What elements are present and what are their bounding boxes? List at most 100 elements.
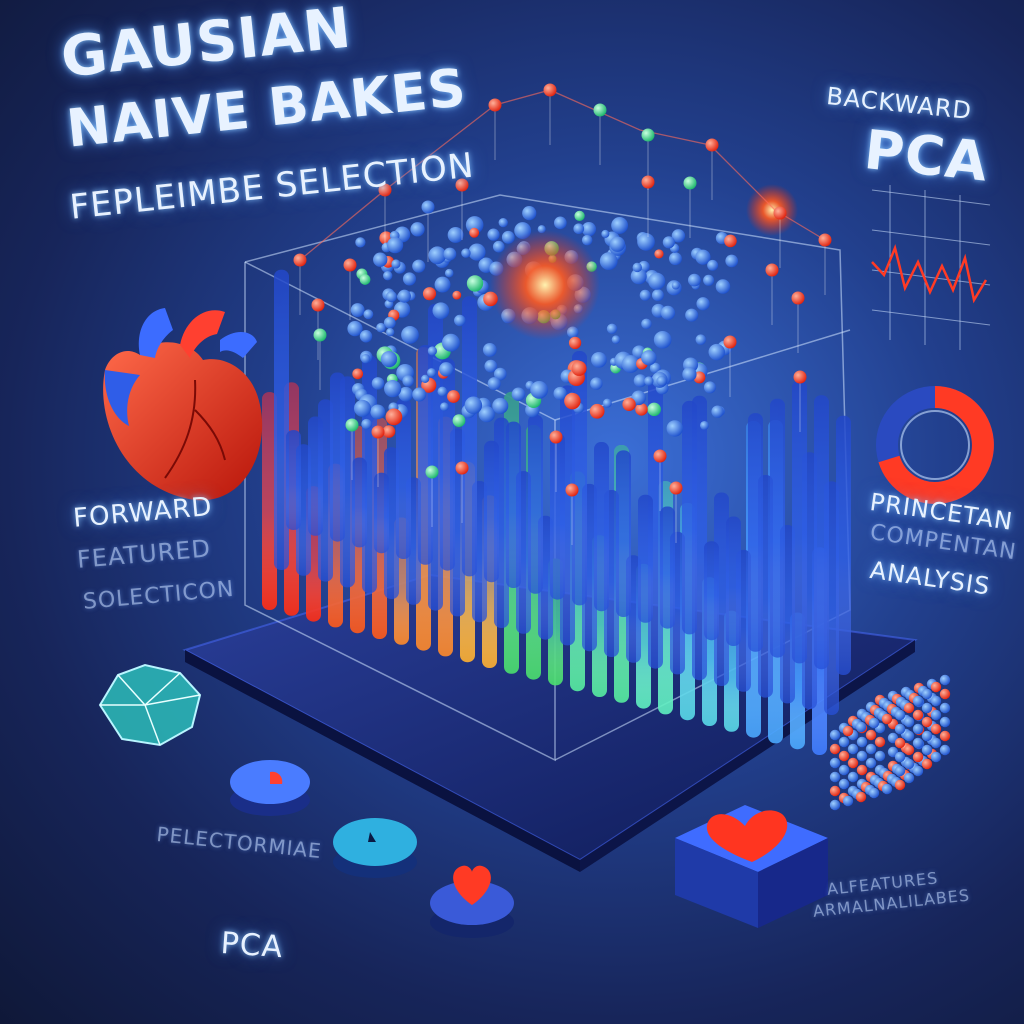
- cube-particle: [912, 723, 924, 735]
- cube-particle: [930, 751, 942, 763]
- particle: [355, 237, 366, 248]
- waveform-bar-shade: [836, 415, 851, 675]
- waveform-bar-shade: [330, 372, 345, 542]
- waveform-bar-shade: [814, 395, 829, 670]
- waveform-bar-shade: [396, 398, 411, 559]
- particle: [469, 227, 480, 238]
- cube-particle: [829, 743, 841, 755]
- cube-particle: [838, 764, 850, 776]
- particle: [571, 360, 587, 376]
- cube-particle: [903, 702, 915, 714]
- particle: [707, 259, 719, 271]
- particle: [651, 289, 664, 302]
- particle: [487, 228, 500, 241]
- particle: [412, 387, 427, 402]
- cube-particle: [912, 709, 924, 721]
- particle: [660, 305, 676, 320]
- particle: [371, 377, 385, 390]
- waveform-bar-shade: [748, 413, 763, 652]
- particle: [641, 318, 652, 330]
- particle: [482, 343, 497, 357]
- particle: [656, 375, 667, 387]
- bottom-left-title: PCA: [219, 926, 285, 966]
- particle: [478, 406, 495, 423]
- particle: [501, 230, 515, 244]
- particle: [703, 274, 715, 286]
- particle: [452, 290, 462, 300]
- marker-dot: [593, 103, 607, 117]
- particle: [359, 330, 373, 343]
- particle: [466, 275, 484, 292]
- marker-dot: [421, 200, 435, 214]
- particle: [522, 206, 537, 221]
- marker-dot: [455, 461, 469, 475]
- particle: [444, 268, 454, 278]
- particle: [632, 262, 643, 273]
- particle: [590, 377, 603, 390]
- particle: [621, 355, 640, 373]
- cube-particle: [912, 737, 924, 749]
- cube-particle: [921, 688, 933, 700]
- cube-particle: [930, 723, 942, 735]
- particle: [589, 403, 605, 419]
- particle: [432, 302, 450, 320]
- cube-particle: [829, 757, 841, 769]
- cube-particle: [903, 758, 915, 770]
- particle: [401, 326, 419, 344]
- particle: [370, 404, 386, 420]
- particle: [434, 276, 451, 293]
- marker-dot: [343, 258, 357, 272]
- particle: [653, 330, 672, 349]
- particle: [601, 229, 610, 238]
- particle: [412, 259, 426, 273]
- particle: [622, 397, 636, 411]
- particle: [668, 252, 682, 266]
- particle: [599, 252, 618, 270]
- waveform-bars: [262, 269, 851, 755]
- particle: [564, 392, 581, 410]
- cube-particle: [921, 744, 933, 756]
- cube-particle: [930, 709, 942, 721]
- particle: [441, 333, 460, 352]
- particle: [715, 279, 731, 294]
- particle: [427, 346, 437, 356]
- cube-particle: [881, 713, 893, 725]
- particle: [611, 335, 621, 344]
- marker-dot: [543, 83, 557, 97]
- cube-particle: [865, 729, 877, 741]
- particle: [630, 268, 647, 285]
- right-title-big: PCA: [861, 118, 992, 194]
- particle: [386, 328, 395, 337]
- particle: [361, 418, 372, 430]
- particle: [422, 287, 437, 301]
- particle: [352, 368, 364, 380]
- particle: [350, 303, 365, 317]
- particle: [573, 223, 585, 235]
- cube-particle: [874, 750, 886, 762]
- marker-dot: [669, 481, 683, 495]
- particle: [682, 367, 697, 382]
- particle: [428, 246, 447, 265]
- particle: [383, 316, 396, 329]
- particle: [498, 218, 508, 228]
- cube-particle: [829, 799, 841, 811]
- cube-particle: [865, 757, 877, 769]
- cube-particle: [856, 764, 868, 776]
- waveform-bar-shade: [704, 541, 719, 641]
- marker-dot: [793, 370, 807, 384]
- cube-particle: [847, 771, 859, 783]
- marker-dot: [641, 128, 655, 142]
- particle: [602, 398, 612, 408]
- waveform-bar-shade: [274, 269, 289, 570]
- marker-dot: [565, 483, 579, 497]
- cube-particle: [868, 717, 880, 729]
- particle: [359, 274, 371, 285]
- particle: [360, 354, 371, 364]
- particle: [641, 350, 657, 366]
- cube-particle: [829, 785, 841, 797]
- particle: [635, 403, 648, 416]
- marker-dot: [765, 263, 779, 277]
- particle: [410, 222, 425, 237]
- waveform-bar-shade: [550, 433, 565, 600]
- particle: [373, 252, 388, 267]
